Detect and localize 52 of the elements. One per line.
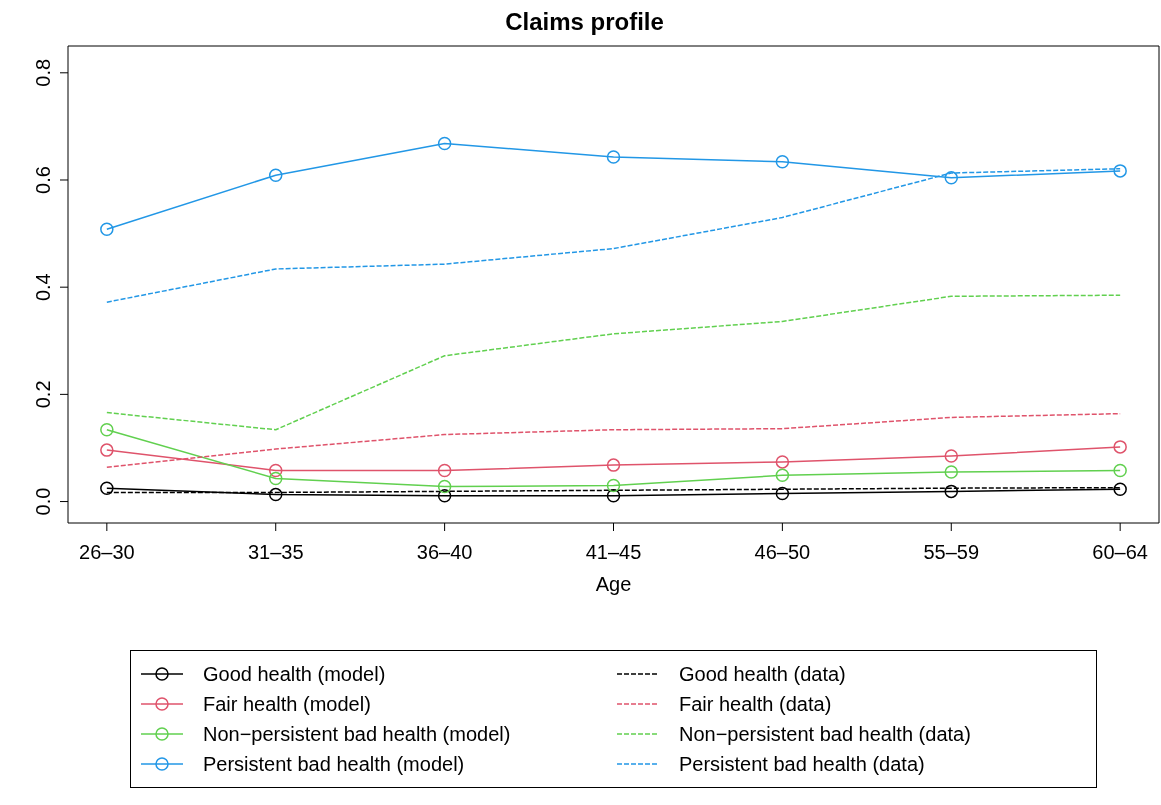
- point: [268, 168, 283, 182]
- point: [944, 171, 959, 185]
- x-tick-label: 31–35: [247, 541, 304, 564]
- point: [100, 422, 114, 437]
- point: [100, 443, 114, 457]
- legend-label: Persistent bad health (model): [203, 752, 465, 776]
- legend-label: Fair health (data): [679, 692, 832, 716]
- point: [606, 150, 621, 164]
- point: [437, 136, 452, 151]
- point: [944, 449, 959, 463]
- y-tick-label: 0.8: [32, 58, 54, 87]
- x-axis-title: Age: [595, 573, 632, 595]
- y-tick-label: 0.0: [32, 487, 54, 516]
- point: [1113, 440, 1127, 454]
- line-series: [106, 294, 1121, 431]
- line-series: [106, 412, 1121, 469]
- point: [437, 488, 452, 503]
- x-tick-label: 41–45: [585, 541, 642, 564]
- legend-label: Non−persistent bad health (model): [203, 722, 511, 746]
- point: [944, 484, 959, 499]
- x-tick-label: 26–30: [79, 541, 135, 564]
- legend-label: Fair health (model): [203, 692, 371, 716]
- point: [268, 471, 283, 486]
- y-tick-label: 0.4: [32, 273, 54, 302]
- point: [606, 458, 621, 472]
- legend-label: Good health (model): [203, 662, 386, 686]
- point: [437, 463, 452, 478]
- chart-title: Claims profile: [504, 8, 665, 36]
- legend-label: Non−persistent bad health (data): [679, 722, 971, 746]
- point: [1113, 482, 1127, 496]
- legend-label: Good health (data): [679, 662, 846, 686]
- x-tick-label: 60–64: [1092, 541, 1148, 564]
- point: [606, 478, 621, 493]
- point: [100, 481, 114, 495]
- point: [775, 455, 790, 469]
- x-tick-label: 55–59: [923, 541, 980, 564]
- point: [775, 468, 790, 483]
- y-tick-label: 0.2: [32, 380, 54, 409]
- point: [437, 479, 452, 494]
- point: [606, 488, 621, 503]
- point: [100, 222, 114, 237]
- legend-label: Persistent bad health (data): [679, 752, 925, 776]
- point: [775, 486, 790, 501]
- point: [775, 155, 790, 169]
- point: [268, 487, 283, 502]
- x-tick-label: 36–40: [416, 541, 473, 564]
- point: [1113, 463, 1127, 478]
- x-tick-label: 46–50: [754, 541, 811, 564]
- point: [944, 465, 959, 479]
- point: [1113, 164, 1127, 178]
- point: [268, 463, 283, 478]
- y-tick-label: 0.6: [32, 166, 54, 194]
